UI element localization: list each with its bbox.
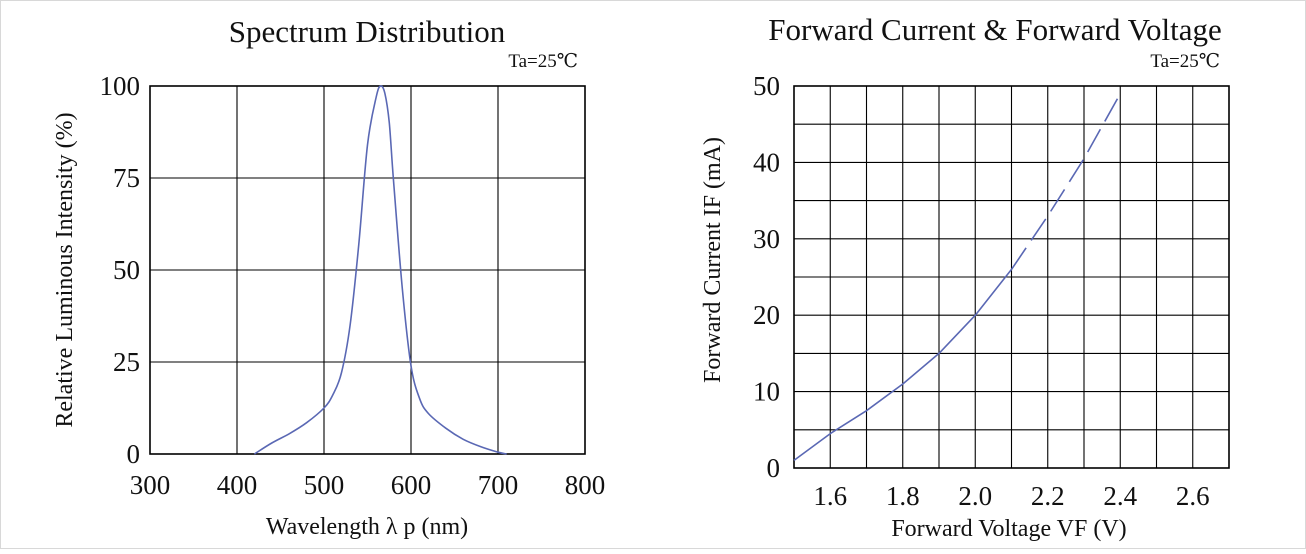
spectrum-y-tick-label: 50 xyxy=(113,255,140,285)
spectrum-y-tick-label: 100 xyxy=(100,71,141,101)
spectrum-plot-frame xyxy=(149,85,586,455)
iv-x-tick-label: 1.6 xyxy=(813,481,847,511)
iv-y-axis-label: Forward Current IF (mA) xyxy=(700,137,726,383)
iv-y-tick-label: 20 xyxy=(753,300,780,330)
spectrum-chart: Spectrum Distribution Ta=25℃ 300 400 500 60… xyxy=(52,14,605,540)
spectrum-series xyxy=(253,85,507,455)
iv-y-tick-label: 50 xyxy=(753,71,780,101)
spectrum-title: Spectrum Distribution xyxy=(229,14,506,49)
spectrum-x-tick-label: 600 xyxy=(391,470,432,500)
spectrum-x-tick-label: 700 xyxy=(478,470,519,500)
spectrum-grid xyxy=(150,86,585,454)
spectrum-x-axis-label: Wavelength λ p (nm) xyxy=(266,514,468,540)
spectrum-x-tick-label: 300 xyxy=(130,470,171,500)
spectrum-series-line xyxy=(253,85,507,455)
iv-series xyxy=(793,93,1121,462)
iv-grid xyxy=(794,86,1229,468)
spectrum-y-tick-label: 75 xyxy=(113,163,140,193)
iv-y-tick-label: 40 xyxy=(753,147,780,177)
spectrum-y-axis-label: Relative Luminous Intensity (%) xyxy=(52,112,78,427)
spectrum-y-tick-label: 0 xyxy=(127,439,141,469)
iv-x-tick-label: 1.8 xyxy=(886,481,920,511)
iv-tick-labels: 1.6 1.8 2.0 2.2 2.4 2.6 0 10 20 30 40 50 xyxy=(753,71,1210,511)
iv-title: Forward Current & Forward Voltage xyxy=(768,12,1221,47)
spectrum-x-tick-label: 400 xyxy=(217,470,258,500)
iv-condition: Ta=25℃ xyxy=(1150,51,1220,72)
iv-x-tick-label: 2.0 xyxy=(958,481,992,511)
spectrum-tick-labels: 300 400 500 600 700 800 0 25 50 75 100 xyxy=(100,71,606,500)
iv-y-tick-label: 30 xyxy=(753,224,780,254)
spectrum-x-tick-label: 500 xyxy=(304,470,345,500)
iv-series-line-dashed xyxy=(1010,93,1121,270)
iv-series-line xyxy=(793,268,1013,462)
iv-chart: Forward Current & Forward Voltage Ta=25℃… xyxy=(700,12,1230,542)
iv-x-tick-label: 2.6 xyxy=(1176,481,1210,511)
iv-y-tick-label: 10 xyxy=(753,377,780,407)
iv-x-tick-label: 2.2 xyxy=(1031,481,1065,511)
iv-plot-frame xyxy=(793,85,1230,469)
spectrum-condition: Ta=25℃ xyxy=(508,51,578,72)
iv-x-tick-label: 2.4 xyxy=(1103,481,1137,511)
iv-x-axis-label: Forward Voltage VF (V) xyxy=(891,516,1126,542)
spectrum-y-tick-label: 25 xyxy=(113,347,140,377)
spectrum-x-tick-label: 800 xyxy=(565,470,606,500)
iv-y-tick-label: 0 xyxy=(767,453,781,483)
